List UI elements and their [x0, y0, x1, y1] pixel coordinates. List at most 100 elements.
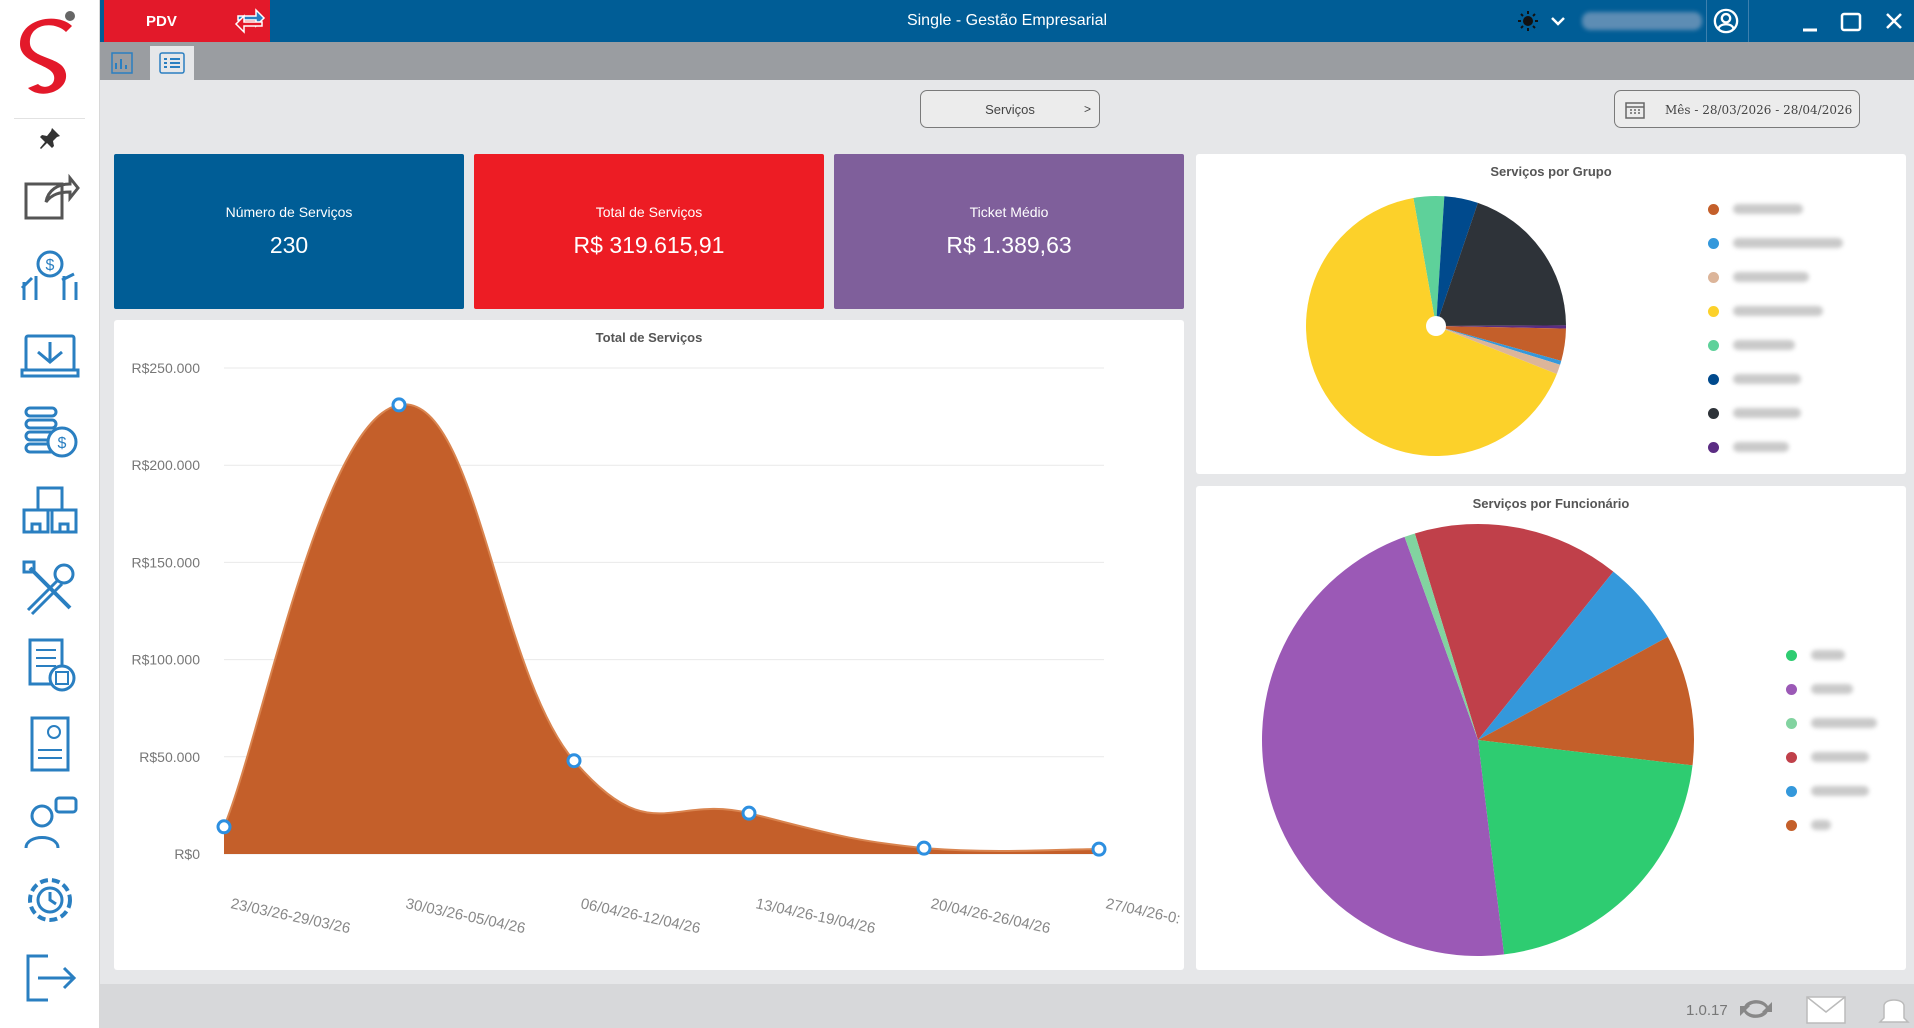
data-point[interactable]: [216, 819, 232, 835]
pie-slice[interactable]: [1436, 325, 1566, 329]
pie-slice[interactable]: [1262, 536, 1505, 956]
legend-label-blurred: [1733, 204, 1803, 214]
area-fill: [224, 404, 1099, 854]
pdv-button[interactable]: PDV: [104, 0, 270, 42]
pin-icon[interactable]: [38, 126, 62, 150]
legend-item[interactable]: [1786, 784, 1869, 798]
svg-text:$: $: [58, 435, 67, 452]
legend-swatch: [1708, 407, 1719, 419]
pie-slice[interactable]: [1414, 524, 1614, 740]
tools-icon[interactable]: [18, 556, 82, 620]
sales-icon[interactable]: [18, 322, 82, 386]
legend-item[interactable]: [1708, 304, 1823, 318]
chevron-down-icon[interactable]: [1548, 8, 1568, 34]
pie-center: [1426, 316, 1446, 336]
legend-item[interactable]: [1786, 818, 1831, 832]
legend-swatch: [1708, 237, 1719, 249]
legend-swatch: [1708, 271, 1719, 283]
pie-slice[interactable]: [1436, 326, 1566, 361]
pie-slice[interactable]: [1404, 533, 1478, 740]
x-tick-label: 06/04/26-12/04/26: [579, 895, 702, 937]
minimize-icon[interactable]: [1800, 8, 1820, 34]
legend-item[interactable]: [1708, 338, 1795, 352]
export-icon[interactable]: [18, 166, 82, 230]
logout-icon[interactable]: [18, 946, 82, 1010]
pie-slice[interactable]: [1436, 326, 1562, 365]
tab-strip: [100, 42, 1914, 80]
x-tick-label: 27/04/26-0:: [1104, 895, 1182, 927]
settings-icon[interactable]: [18, 868, 82, 932]
legend-item[interactable]: [1708, 236, 1843, 250]
date-range-text: Mês - 28/03/2026 - 28/04/2026: [1665, 103, 1853, 117]
maximize-icon[interactable]: [1840, 8, 1862, 34]
services-filter-label: Serviços: [985, 102, 1035, 117]
legend-item[interactable]: [1786, 682, 1853, 696]
data-point[interactable]: [391, 397, 407, 413]
legend-swatch: [1708, 373, 1719, 385]
svg-text:$: $: [46, 257, 55, 274]
legend-swatch: [1786, 717, 1797, 729]
legend-label-blurred: [1811, 718, 1877, 728]
dashboard-icon: [111, 52, 133, 74]
mail-icon[interactable]: [1806, 996, 1846, 1024]
legend-item[interactable]: [1708, 372, 1801, 386]
y-tick-label: R$200.000: [131, 457, 200, 473]
legend-item[interactable]: [1786, 750, 1869, 764]
kpi-value: R$ 1.389,63: [946, 232, 1072, 258]
date-range-filter[interactable]: Mês - 28/03/2026 - 28/04/2026: [1614, 90, 1860, 128]
legend-item[interactable]: [1708, 406, 1801, 420]
pie-slice[interactable]: [1436, 326, 1561, 375]
user-avatar-icon[interactable]: [1712, 8, 1740, 34]
support-icon[interactable]: [18, 790, 82, 854]
data-point[interactable]: [916, 840, 932, 856]
y-tick-label: R$100.000: [131, 652, 200, 668]
pie-slice[interactable]: [1478, 636, 1694, 766]
close-icon[interactable]: [1884, 8, 1904, 34]
legend-swatch: [1786, 819, 1797, 831]
data-point[interactable]: [566, 753, 582, 769]
app-logo: [20, 11, 75, 94]
legend-label-blurred: [1733, 374, 1801, 384]
kpi-label: Número de Serviços: [225, 204, 353, 220]
kpi-value: R$ 319.615,91: [573, 232, 725, 258]
invoice-icon[interactable]: [18, 634, 82, 698]
sync-icon[interactable]: [1738, 994, 1774, 1024]
legend-label-blurred: [1811, 650, 1845, 660]
reports-icon[interactable]: [18, 712, 82, 776]
legend-item[interactable]: [1708, 270, 1809, 284]
kpi-label: Ticket Médio: [969, 204, 1049, 220]
x-tick-label: 23/03/26-29/03/26: [229, 895, 352, 937]
theme-sun-icon[interactable]: [1516, 8, 1540, 34]
data-point[interactable]: [1091, 841, 1107, 857]
pie-slice[interactable]: [1413, 196, 1445, 326]
legend-label-blurred: [1733, 340, 1795, 350]
user-name-blurred: [1582, 12, 1702, 30]
notifications-bell-icon[interactable]: [1876, 990, 1912, 1026]
services-filter-dropdown[interactable]: Serviços >: [920, 90, 1100, 128]
legend-label-blurred: [1733, 442, 1789, 452]
legend-label-blurred: [1733, 408, 1801, 418]
stock-icon[interactable]: [18, 478, 82, 542]
services-by-employee-pie: [1262, 524, 1694, 956]
legend-label-blurred: [1811, 684, 1853, 694]
legend-item[interactable]: [1708, 440, 1789, 454]
data-point[interactable]: [741, 805, 757, 821]
status-bar: [100, 984, 1914, 1028]
legend-item[interactable]: [1708, 202, 1803, 216]
pie-slice[interactable]: [1436, 202, 1566, 326]
legend-item[interactable]: [1786, 716, 1877, 730]
total-services-area-chart: R$0 R$50.000 R$100.000 R$150.000 R$200.000 R$…: [131, 360, 1182, 937]
tab-dashboard[interactable]: [100, 46, 144, 80]
legend-swatch: [1708, 441, 1719, 453]
pie-slice[interactable]: [1478, 571, 1668, 740]
legend-swatch: [1786, 649, 1797, 661]
tab-services-report[interactable]: [150, 46, 194, 80]
pie-slice[interactable]: [1436, 196, 1478, 326]
y-tick-label: R$150.000: [131, 554, 200, 570]
legend-item[interactable]: [1786, 648, 1845, 662]
cash-icon[interactable]: $: [18, 400, 82, 464]
legend-label-blurred: [1733, 238, 1843, 248]
finance-icon[interactable]: $: [18, 244, 82, 308]
legend-label-blurred: [1733, 272, 1809, 282]
pie-slice[interactable]: [1478, 740, 1693, 955]
